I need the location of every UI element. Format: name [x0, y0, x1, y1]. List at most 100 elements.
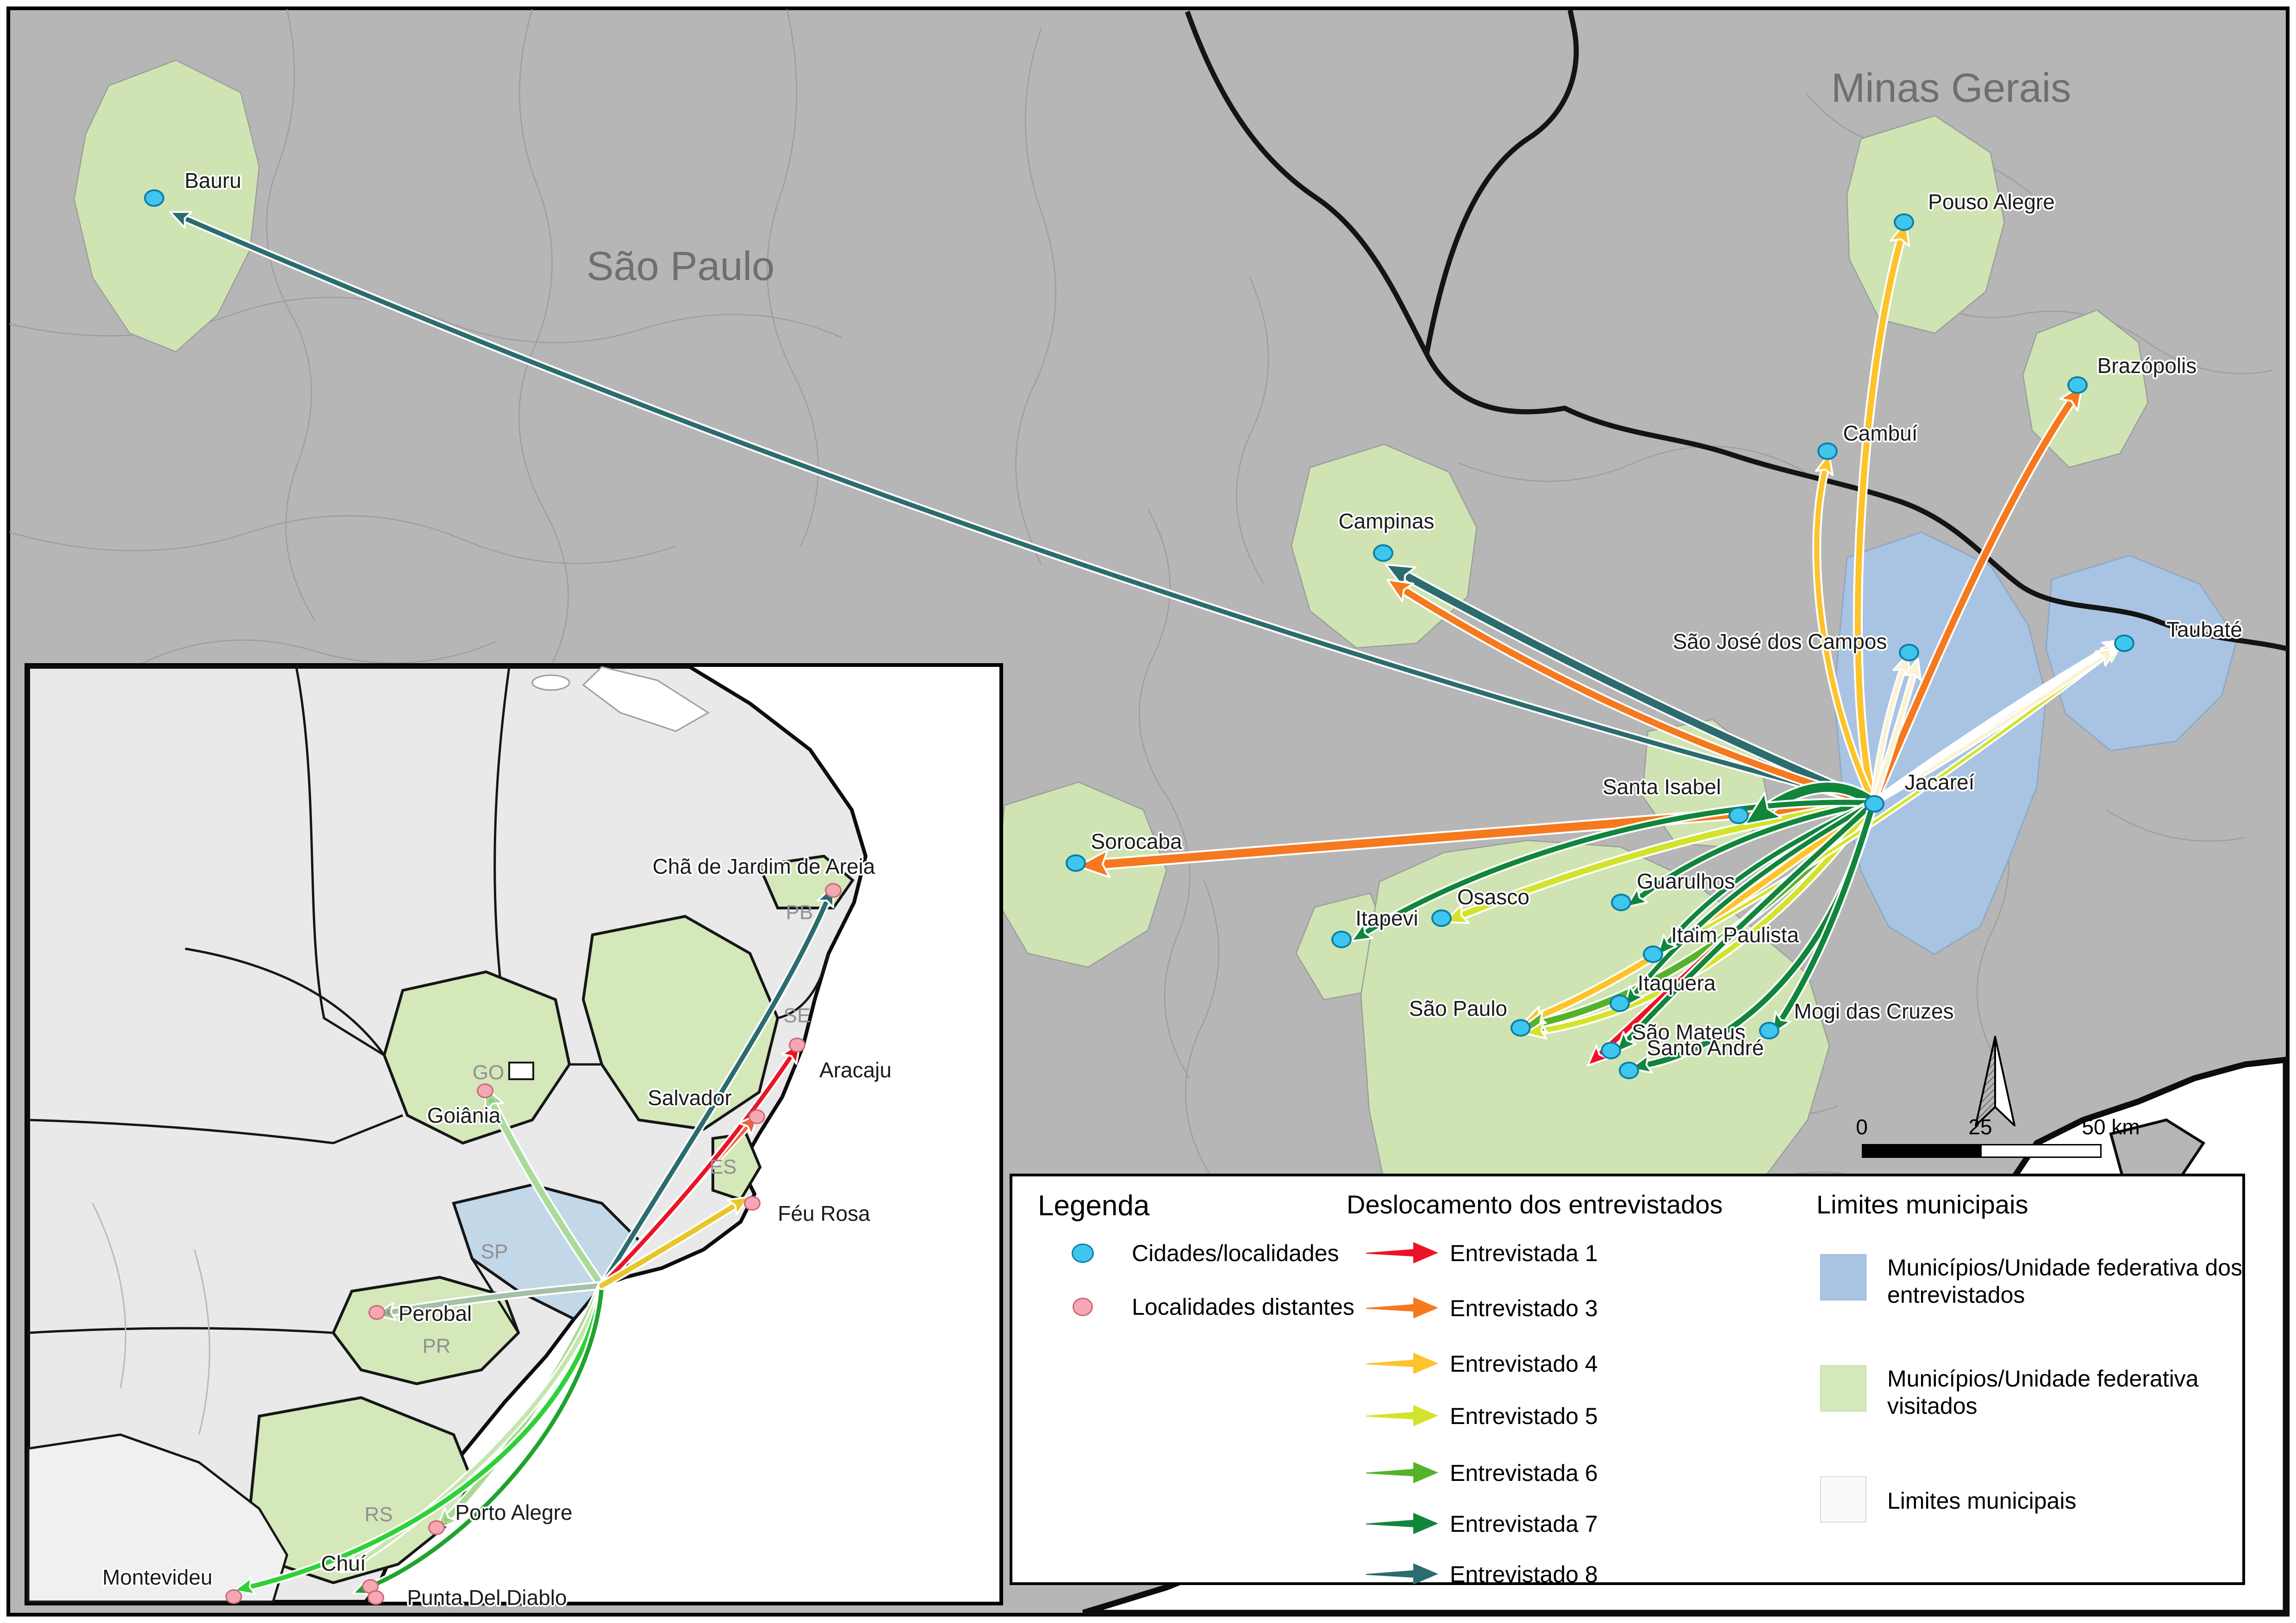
inset-state-label-se: SE: [783, 1004, 811, 1027]
city-dot-guarulhos: [1611, 894, 1631, 911]
arrow-head: [1615, 1031, 1637, 1053]
legend-flow-label: Entrevistado 8: [1450, 1561, 1598, 1587]
inset-map: [25, 663, 1003, 1605]
city-dot-sao-paulo: [1510, 1019, 1531, 1037]
flow-arrow-icon: [1365, 1294, 1439, 1322]
arrow-head: [1077, 849, 1111, 878]
city-dot-sao-mateus: [1601, 1042, 1621, 1059]
city-label: Brazópolis: [2097, 354, 2197, 378]
city-dot-brazopolis: [2067, 376, 2088, 394]
arrow-head: [1903, 658, 1922, 681]
state-label-sao-paulo: São Paulo: [586, 243, 775, 289]
city-dot-mogi-das-cruzes: [1759, 1022, 1779, 1039]
place-dot-perobal: [368, 1305, 385, 1320]
place-label: Féu Rosa: [778, 1201, 870, 1225]
city-dot-bauru: [144, 189, 164, 207]
legend-distant-label: Localidades distantes: [1132, 1294, 1354, 1320]
arrow-head: [1625, 887, 1649, 908]
city-label: Taubaté: [2166, 617, 2242, 641]
city-dot-campinas: [1373, 544, 1393, 562]
city-label: Itaquera: [1637, 971, 1716, 995]
scale-bar-black-segment: [1862, 1144, 1983, 1158]
interviewee-municipalities: [1833, 531, 2238, 955]
flow-arrow-icon: [1365, 1561, 1439, 1588]
legend-limit-label: Limites municipais: [1887, 1488, 2077, 1514]
place-dot-punta-del-diablo: [368, 1590, 384, 1605]
inset-state-label-pb: PB: [786, 901, 813, 924]
city-label: São Paulo: [1409, 996, 1508, 1020]
legend-title: Legenda: [1038, 1190, 1150, 1222]
legend-city-label: Cidades/localidades: [1132, 1240, 1339, 1266]
place-dot-montevideu: [225, 1589, 242, 1604]
city-label: Bauru: [184, 168, 242, 193]
city-label: Guarulhos: [1636, 869, 1735, 893]
place-label: Chuí: [321, 1551, 366, 1575]
arrow-head: [1524, 1020, 1547, 1040]
city-dot-osasco: [1431, 909, 1452, 927]
flow-arrow-icon: [1365, 1459, 1439, 1487]
place-dot-goiania: [477, 1083, 493, 1098]
legend-panel: Legenda Cidades/localidades Localidades …: [1010, 1174, 2245, 1588]
city-dot-santo-andre: [1619, 1062, 1639, 1079]
legend-flow-label: Entrevistada 1: [1450, 1240, 1598, 1266]
place-label: Punta Del Diablo: [407, 1586, 567, 1610]
city-dot-sorocaba: [1066, 854, 1086, 872]
scale-bar-white-segment: [1980, 1144, 2102, 1158]
city-dot-itaim-paulista: [1643, 945, 1663, 963]
city-dot-itaquera: [1610, 995, 1630, 1012]
city-label: Osasco: [1457, 885, 1529, 909]
arrow-head: [340, 1554, 363, 1573]
legend-flows-title: Deslocamento dos entrevistados: [1347, 1190, 1723, 1219]
place-label: Montevideu: [102, 1565, 212, 1589]
legend-flow-label: Entrevistado 5: [1450, 1403, 1598, 1429]
city-dot-itapevi: [1331, 931, 1352, 948]
city-label: São José dos Campos: [1672, 629, 1887, 653]
flow-arrow-icon: [1365, 1510, 1439, 1538]
city-dot-sao-jose-dos-campos: [1899, 644, 1919, 661]
north-arrow-icon: [1975, 1036, 2015, 1126]
place-label: Salvador: [648, 1086, 732, 1110]
legend-flow-label: Entrevistado 3: [1450, 1295, 1598, 1321]
arrow-head: [233, 1576, 256, 1595]
place-dot-cha-de-jardim: [825, 883, 842, 898]
legend-swatch-white: [1820, 1476, 1866, 1523]
city-label: Mogi das Cruzes: [1794, 999, 1954, 1023]
arrow-head: [1744, 792, 1783, 826]
city-label: Campinas: [1338, 509, 1435, 533]
city-dot-santa-isabel: [1728, 807, 1749, 824]
legend-flow-label: Entrevistada 7: [1450, 1511, 1598, 1537]
arrow-head: [1350, 922, 1374, 942]
place-dot-feu-rosa: [744, 1196, 761, 1211]
city-label: Cambuí: [1843, 421, 1918, 445]
legend-limit-label: Municípios/Unidade federativa dos entrev…: [1887, 1255, 2243, 1308]
legend-city-dot: [1072, 1244, 1094, 1263]
scale-tick-25: 25: [1968, 1115, 1992, 1139]
flow-arrows: [169, 211, 2125, 1074]
arrow-head: [1587, 1045, 1609, 1067]
city-label: Itapevi: [1355, 906, 1418, 930]
inset-state-label-pr: PR: [422, 1335, 451, 1357]
scale-tick-50: 50 km: [2082, 1115, 2140, 1139]
inset-state-label-sp: SP: [480, 1240, 508, 1263]
place-label: Goiânia: [427, 1103, 501, 1127]
legend-limits-title: Limites municipais: [1816, 1190, 2028, 1219]
city-dot-jacarei: [1864, 795, 1884, 813]
place-dot-salvador: [749, 1109, 765, 1124]
inset-state-label-rs: RS: [364, 1503, 393, 1526]
city-label: Pouso Alegre: [1928, 190, 2055, 214]
legend-distant-dot: [1073, 1298, 1093, 1316]
legend-flow-label: Entrevistada 6: [1450, 1460, 1598, 1486]
city-label: Santa Isabel: [1603, 775, 1721, 799]
city-label: Santo André: [1647, 1036, 1764, 1060]
legend-flow-label: Entrevistado 4: [1450, 1351, 1598, 1377]
state-label-minas-gerais: Minas Gerais: [1831, 65, 2071, 111]
place-label: Chã de Jardim de Areia: [652, 854, 875, 878]
place-dot-porto-alegre: [428, 1520, 445, 1535]
place-dot-aracaju: [789, 1038, 805, 1052]
arrow-head: [1385, 563, 1416, 589]
legend-swatch-green: [1820, 1365, 1866, 1412]
arrow-head: [726, 1196, 750, 1216]
legend-swatch-blue: [1820, 1254, 1866, 1300]
